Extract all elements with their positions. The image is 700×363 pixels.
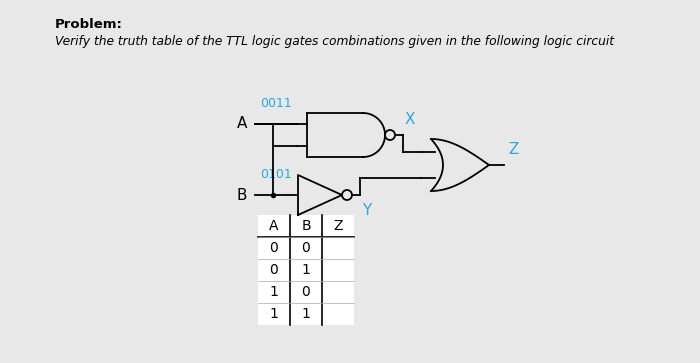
Text: 0: 0 (270, 241, 279, 255)
Circle shape (385, 130, 395, 140)
Text: Verify the truth table of the TTL logic gates combinations given in the followin: Verify the truth table of the TTL logic … (55, 35, 614, 48)
Text: A: A (270, 219, 279, 233)
Text: X: X (405, 112, 416, 127)
Circle shape (342, 190, 352, 200)
Text: Z: Z (333, 219, 343, 233)
Text: 0: 0 (270, 263, 279, 277)
Text: 0: 0 (302, 285, 310, 299)
Text: 0011: 0011 (260, 97, 292, 110)
Text: 1: 1 (270, 307, 279, 321)
Text: A: A (237, 117, 247, 131)
Text: 1: 1 (302, 307, 310, 321)
Text: 0: 0 (302, 241, 310, 255)
Text: 1: 1 (270, 285, 279, 299)
Text: 0101: 0101 (260, 168, 292, 181)
Text: Y: Y (362, 203, 371, 218)
Text: B: B (301, 219, 311, 233)
Text: Problem:: Problem: (55, 18, 123, 31)
Text: B: B (237, 188, 247, 203)
Text: 1: 1 (302, 263, 310, 277)
Text: Z: Z (508, 142, 519, 157)
FancyBboxPatch shape (258, 215, 354, 325)
